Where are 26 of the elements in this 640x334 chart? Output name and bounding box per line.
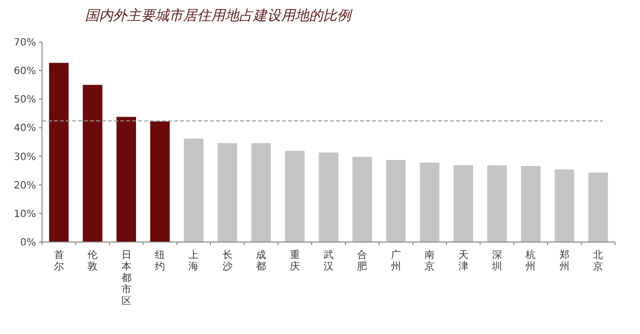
y-tick-label: 60% xyxy=(14,66,36,78)
x-tick-label: 伦敦 xyxy=(88,249,98,272)
y-tick-label: 0% xyxy=(20,238,36,248)
x-tick-label: 长沙 xyxy=(222,249,232,272)
chart-title: 国内外主要城市居住用地占建设用地的比例 xyxy=(85,8,353,24)
x-tick-label: 日本都市区 xyxy=(121,250,132,307)
x-tick-label: 重庆 xyxy=(290,249,300,272)
x-tick-label: 上海 xyxy=(188,249,199,272)
y-tick-label: 20% xyxy=(14,180,36,192)
y-tick-label: 40% xyxy=(14,123,36,134)
y-tick-label: 50% xyxy=(14,94,36,106)
x-tick-label: 成都 xyxy=(256,249,266,272)
x-tick-label: 广州 xyxy=(390,249,401,272)
x-tick-label: 南京 xyxy=(424,249,435,272)
x-tick-label: 合肥 xyxy=(357,249,368,272)
y-tick-label: 10% xyxy=(14,208,36,220)
x-tick-label: 郑州 xyxy=(559,249,570,272)
x-tick-label: 北京 xyxy=(593,249,604,272)
x-tick-label: 武汉 xyxy=(324,249,334,272)
x-tick-label: 深圳 xyxy=(491,249,502,272)
y-tick-label: 30% xyxy=(14,152,36,163)
x-tick-label: 天津 xyxy=(458,250,468,272)
x-tick-label: 首尔 xyxy=(54,249,64,272)
x-tick-label: 杭州 xyxy=(524,249,536,272)
x-tick-label: 纽约 xyxy=(154,249,165,272)
y-tick-label: 70% xyxy=(14,38,36,48)
